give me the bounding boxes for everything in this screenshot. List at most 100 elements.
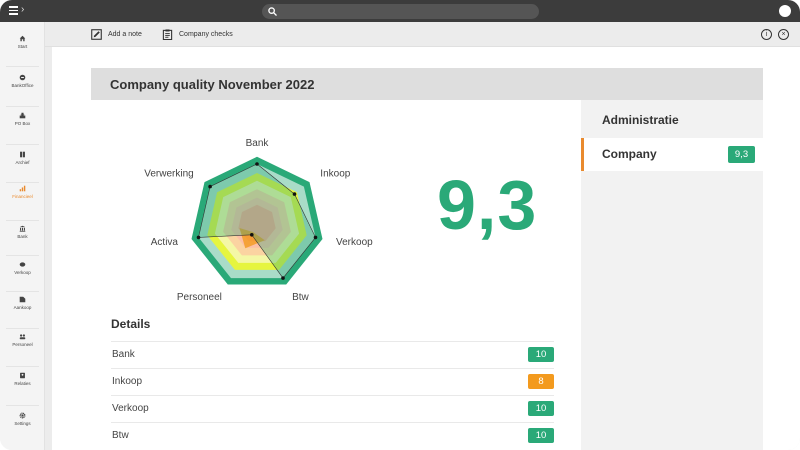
inbox-icon xyxy=(19,112,26,119)
sidebar-item-label: Archief xyxy=(15,160,30,165)
sidebar-divider xyxy=(6,255,39,256)
sidebar-item-label: Verkoop xyxy=(14,270,31,275)
company-name: Company xyxy=(602,147,657,161)
radar-point xyxy=(196,235,201,240)
search-icon xyxy=(268,7,277,16)
add-note-label: Add a note xyxy=(108,31,142,38)
sidebar-item-bank[interactable]: Bank xyxy=(0,225,45,259)
radar-point xyxy=(281,276,285,280)
detail-row-inkoop[interactable]: Inkoop 8 xyxy=(111,368,554,395)
clipboard-icon xyxy=(162,29,173,40)
sidebar-item-label: Settings xyxy=(14,421,31,426)
menu-button[interactable]: › xyxy=(9,4,27,17)
avatar[interactable] xyxy=(779,5,791,17)
sidebar-divider xyxy=(6,405,39,406)
score-badge: 8 xyxy=(528,374,554,389)
administratie-panel: Administratie Company 9,3 xyxy=(581,100,763,450)
close-icon: × xyxy=(781,31,786,38)
quality-radar-chart: Bank Inkoop Verkoop Btw Personeel Activa Verwe… xyxy=(144,138,373,303)
sidebar-item-label: Relaties xyxy=(14,381,31,386)
detail-row-verkoop[interactable]: Verkoop 10 xyxy=(111,395,554,422)
radar-point xyxy=(208,184,212,189)
overall-score: 9,3 xyxy=(437,166,538,244)
sidebar-divider xyxy=(6,144,39,145)
info-icon: i xyxy=(765,31,768,38)
detail-row-btw[interactable]: Btw 10 xyxy=(111,422,554,449)
sidebar-item-start[interactable]: Start xyxy=(0,35,45,69)
company-score-badge: 9,3 xyxy=(728,146,755,163)
sidebar-divider xyxy=(6,328,39,329)
company-checks-label: Company checks xyxy=(179,31,233,38)
sidebar-item-relaties[interactable]: Relaties xyxy=(0,372,45,406)
detail-row-bank[interactable]: Bank 10 xyxy=(111,341,554,368)
page-header: Company quality November 2022 xyxy=(91,68,763,100)
sidebar-item-aankoop[interactable]: Aankoop xyxy=(0,296,45,330)
sidebar-item-bankoffice[interactable]: BankOffice xyxy=(0,74,45,108)
sidebar-divider xyxy=(6,220,39,221)
detail-name: Btw xyxy=(112,430,129,441)
add-note-button[interactable]: Add a note xyxy=(91,29,201,41)
score-badge: 10 xyxy=(528,428,554,443)
note-edit-icon xyxy=(91,29,102,40)
detail-name: Inkoop xyxy=(112,376,143,387)
detail-name: Bank xyxy=(112,349,135,360)
sidebar-item-label: BankOffice xyxy=(11,83,34,88)
company-checks-button[interactable]: Company checks xyxy=(162,29,282,41)
radar-point xyxy=(313,235,318,240)
sales-icon xyxy=(19,262,26,267)
sidebar-item-po-box[interactable]: PO Box xyxy=(0,112,45,146)
chevron-right-icon: › xyxy=(21,4,25,15)
detail-name: Verkoop xyxy=(112,403,149,414)
hamburger-icon xyxy=(9,6,18,15)
info-button[interactable]: i xyxy=(761,29,772,40)
sidebar-divider xyxy=(6,106,39,107)
sidebar-divider xyxy=(6,66,39,67)
bank-icon xyxy=(19,225,26,232)
details-title: Details xyxy=(111,317,151,331)
radar-point xyxy=(250,233,254,237)
radar-axis-label: Btw xyxy=(292,292,309,303)
radar-axis-label: Activa xyxy=(151,237,179,248)
contacts-icon xyxy=(20,372,25,379)
gear-icon xyxy=(19,412,26,419)
radar-point xyxy=(292,192,297,196)
purchase-icon xyxy=(19,296,26,303)
sidebar: Start BankOffice PO Box Archief Financie… xyxy=(0,22,45,450)
sidebar-item-personeel[interactable]: Personeel xyxy=(0,333,45,367)
company-list-item[interactable]: Company 9,3 xyxy=(581,138,763,171)
main-content: Company quality November 2022 Bank Inkoop… xyxy=(52,47,800,450)
sidebar-item-label: PO Box xyxy=(14,121,31,126)
page-title: Company quality November 2022 xyxy=(110,77,315,92)
sidebar-item-verkoop[interactable]: Verkoop xyxy=(0,261,45,295)
sidebar-item-settings[interactable]: Settings xyxy=(0,412,45,446)
sidebar-item-financieel[interactable]: Financieel xyxy=(0,185,45,219)
sidebar-item-label: Start xyxy=(17,44,28,49)
radar-point xyxy=(255,162,259,166)
sidebar-item-label: Financieel xyxy=(12,194,33,199)
sidebar-divider xyxy=(6,182,39,183)
radar-axis-label: Bank xyxy=(246,138,270,149)
sidebar-item-archief[interactable]: Archief xyxy=(0,151,45,185)
radar-axis-label: Verwerking xyxy=(144,169,193,180)
score-badge: 10 xyxy=(528,347,554,362)
radar-score-polygon xyxy=(198,163,316,279)
top-bar: › xyxy=(0,0,800,22)
radar-axis-label: Personeel xyxy=(177,292,222,303)
home-icon xyxy=(19,35,26,42)
archive-icon xyxy=(20,151,25,158)
radar-labels: Bank Inkoop Verkoop Btw Personeel Activa Verwe… xyxy=(144,138,373,303)
score-badge: 10 xyxy=(528,401,554,416)
administratie-title: Administratie xyxy=(602,113,679,127)
search-input[interactable] xyxy=(262,4,539,19)
sidebar-divider xyxy=(6,366,39,367)
radar-highlight xyxy=(239,228,265,249)
radar-axis-label: Verkoop xyxy=(336,237,373,248)
radar-points xyxy=(196,162,318,280)
sidebar-item-label: Personeel xyxy=(12,342,33,347)
close-button[interactable]: × xyxy=(778,29,789,40)
toolbar: Add a note Company checks i × xyxy=(45,22,800,47)
bankoffice-icon xyxy=(19,74,26,81)
sidebar-item-label: Bank xyxy=(17,234,28,239)
people-icon xyxy=(19,334,26,340)
